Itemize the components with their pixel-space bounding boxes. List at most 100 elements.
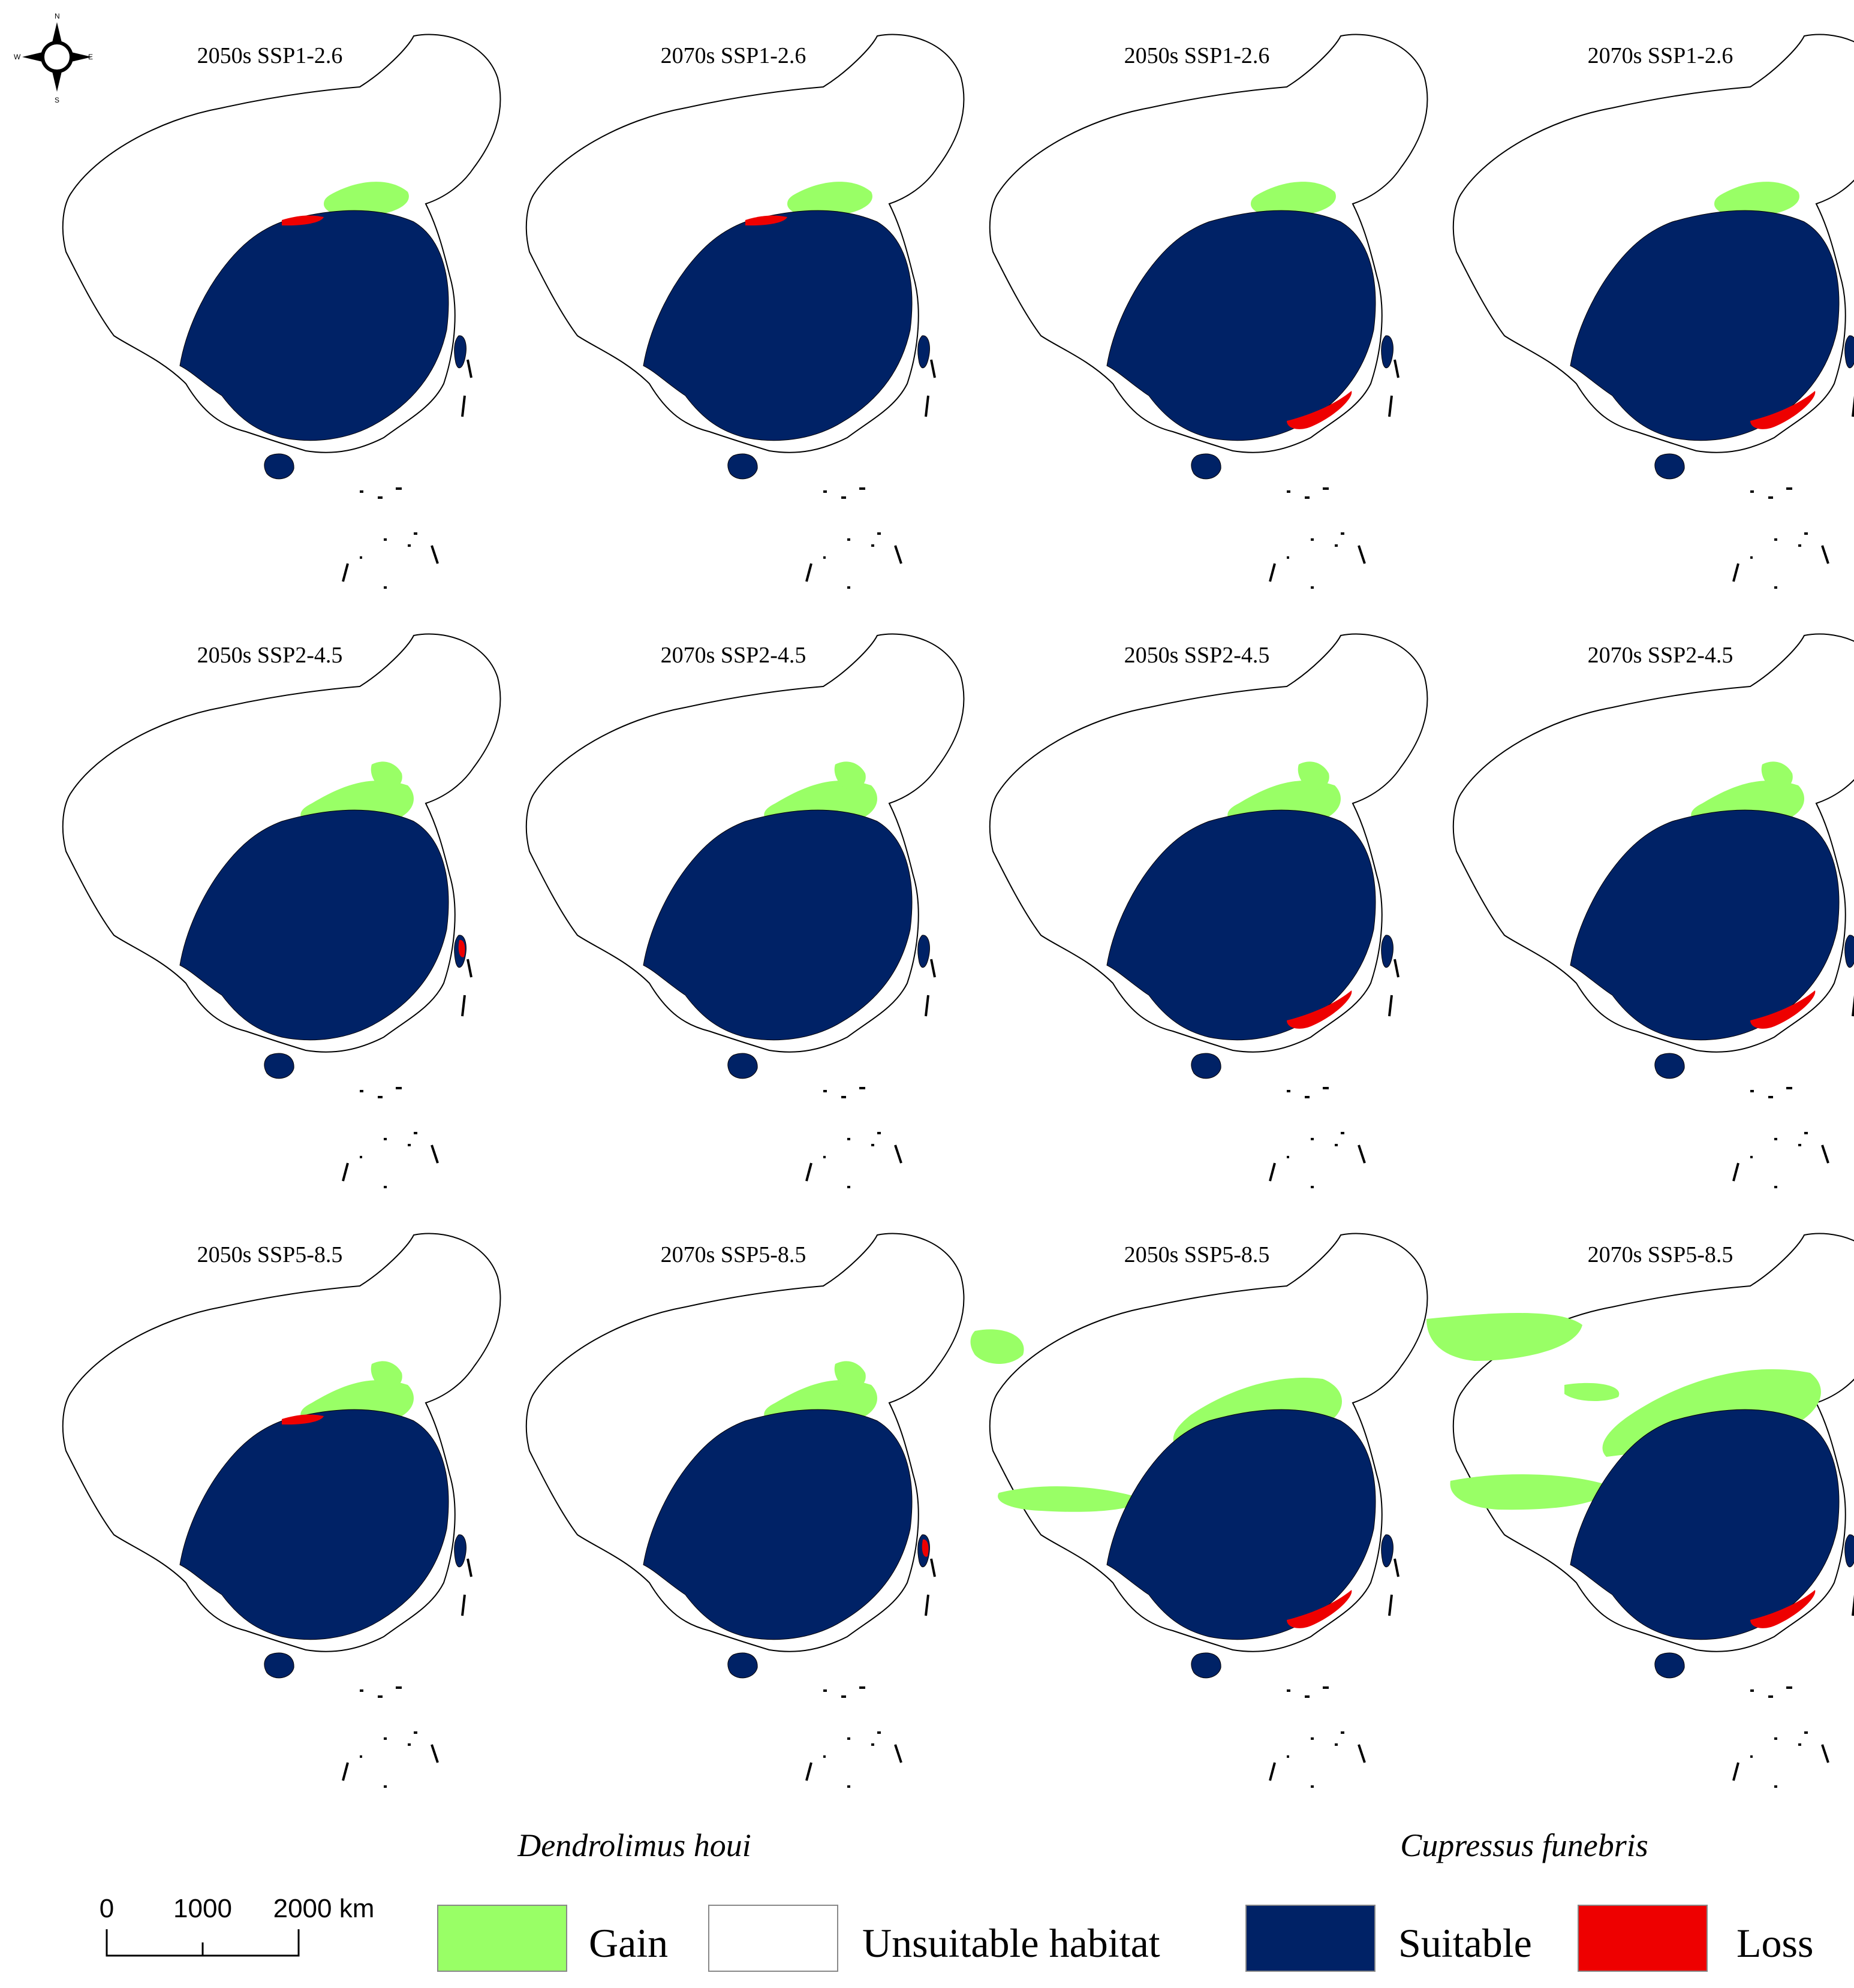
- compass-n-arm: [52, 22, 62, 45]
- suitable-area: [1106, 1409, 1376, 1640]
- map-panel: 2050s SSP5-8.5: [62, 1233, 501, 1788]
- loss-area: [922, 1539, 929, 1557]
- scale-bar-line: [106, 1929, 300, 1957]
- hainan-island: [1191, 1053, 1221, 1079]
- legend-swatch-gain: [437, 1905, 567, 1972]
- loss-area: [282, 1414, 324, 1425]
- taiwan-island: [1381, 1534, 1393, 1568]
- gain-area: [371, 1361, 402, 1389]
- south-sea-islands: [342, 1558, 472, 1788]
- legend-swatch-unsuitable: [708, 1905, 838, 1972]
- south-sea-islands: [1269, 959, 1399, 1188]
- hainan-island: [1191, 453, 1221, 480]
- gain-area: [1298, 761, 1329, 790]
- gain-area: [1450, 1474, 1612, 1510]
- suitable-area: [643, 1409, 913, 1640]
- taiwan-island: [1844, 1534, 1854, 1568]
- south-sea-islands: [342, 959, 472, 1188]
- loss-area: [1750, 1590, 1816, 1628]
- south-sea-islands: [1732, 1594, 1854, 1788]
- compass-south-label: S: [55, 96, 59, 104]
- gain-area: [834, 1361, 866, 1389]
- legend-label-unsuitable: Unsuitable habitat: [862, 1920, 1160, 1966]
- taiwan-island: [917, 335, 930, 369]
- scale-bar: 0 1000 2000 km: [100, 1894, 375, 1957]
- panel-title: 2070s SSP2-4.5: [1588, 643, 1733, 668]
- hainan-island: [264, 453, 294, 480]
- south-sea-islands: [1732, 395, 1854, 589]
- suitable-area: [1106, 210, 1376, 441]
- south-sea-islands: [1732, 995, 1854, 1188]
- panel-title: 2050s SSP5-8.5: [197, 1242, 343, 1267]
- gain-area: [1714, 182, 1799, 217]
- suitable-area: [1570, 210, 1840, 441]
- loss-area: [458, 939, 465, 957]
- legend: Gain Unsuitable habitat Suitable Loss: [437, 1905, 1813, 1972]
- gain-area: [324, 182, 409, 217]
- taiwan-island: [454, 1534, 466, 1568]
- hainan-island: [1654, 1652, 1685, 1679]
- loss-area: [1287, 391, 1352, 429]
- suitable-area: [1570, 809, 1840, 1041]
- map-panel: 2070s SSP1-2.6: [525, 34, 965, 589]
- legend-swatch-suitable: [1245, 1905, 1376, 1972]
- map-panel: 2050s SSP1-2.6: [989, 34, 1428, 589]
- panel-title: 2070s SSP5-8.5: [661, 1242, 806, 1267]
- legend-label-suitable: Suitable: [1398, 1920, 1532, 1966]
- hainan-island: [727, 453, 758, 480]
- south-sea-islands: [1269, 359, 1399, 589]
- map-panel: 2070s SSP1-2.6: [1452, 34, 1854, 589]
- compass-west-label: W: [14, 53, 21, 61]
- hainan-island: [1191, 1652, 1221, 1679]
- species-label-cupressus: Cupressus funebris: [1400, 1827, 1648, 1863]
- map-panel-grid: 2050s SSP1-2.6 2070s SSP1-2.6 2050s SSP1-2…: [62, 34, 1854, 1788]
- map-panel: 2070s SSP5-8.5: [525, 1233, 965, 1788]
- panel-title: 2070s SSP5-8.5: [1588, 1242, 1733, 1267]
- hainan-island: [264, 1053, 294, 1079]
- suitable-area: [179, 809, 449, 1041]
- compass-ring: [41, 41, 73, 73]
- gain-area: [1564, 1382, 1620, 1401]
- compass-e-arm: [69, 52, 92, 62]
- species-label-dendrolimus: Dendrolimus houi: [517, 1827, 751, 1863]
- map-panel: 2050s SSP5-8.5: [970, 1233, 1428, 1788]
- gain-area: [1251, 182, 1336, 217]
- panel-title: 2050s SSP2-4.5: [197, 643, 343, 668]
- panel-title: 2050s SSP1-2.6: [197, 43, 343, 68]
- gain-area: [1426, 1313, 1582, 1361]
- loss-area: [745, 215, 787, 226]
- taiwan-island: [454, 335, 466, 369]
- gain-area: [371, 761, 402, 790]
- gain-area: [998, 1486, 1143, 1512]
- hainan-island: [1654, 1053, 1685, 1079]
- south-sea-islands: [805, 959, 936, 1188]
- gain-area: [970, 1329, 1024, 1364]
- taiwan-island: [1844, 935, 1854, 968]
- panel-title: 2070s SSP2-4.5: [661, 643, 806, 668]
- taiwan-island: [1381, 335, 1393, 369]
- map-panel: 2070s SSP2-4.5: [525, 633, 965, 1188]
- suitable-area: [179, 210, 449, 441]
- panel-title: 2070s SSP1-2.6: [1588, 43, 1733, 68]
- legend-label-loss: Loss: [1736, 1920, 1813, 1966]
- south-sea-islands: [1269, 1558, 1399, 1788]
- suitable-area: [643, 809, 913, 1041]
- map-panel: 2070s SSP2-4.5: [1452, 633, 1854, 1188]
- compass-north-label: N: [55, 12, 60, 20]
- gain-area: [834, 761, 866, 790]
- panel-title: 2050s SSP2-4.5: [1124, 643, 1270, 668]
- legend-label-gain: Gain: [589, 1920, 668, 1966]
- taiwan-island: [1381, 935, 1393, 968]
- hainan-island: [727, 1652, 758, 1679]
- loss-area: [1750, 990, 1816, 1029]
- scale-tick-0: 0: [100, 1894, 114, 1923]
- compass-east-label: E: [88, 53, 93, 61]
- compass-rose: N S E W: [14, 12, 93, 104]
- compass-s-arm: [52, 69, 62, 92]
- scale-tick-2000: 2000 km: [273, 1894, 375, 1923]
- compass-w-arm: [22, 52, 45, 62]
- gain-area: [1761, 761, 1793, 790]
- loss-area: [1287, 1590, 1352, 1628]
- map-panel: 2050s SSP2-4.5: [62, 633, 501, 1188]
